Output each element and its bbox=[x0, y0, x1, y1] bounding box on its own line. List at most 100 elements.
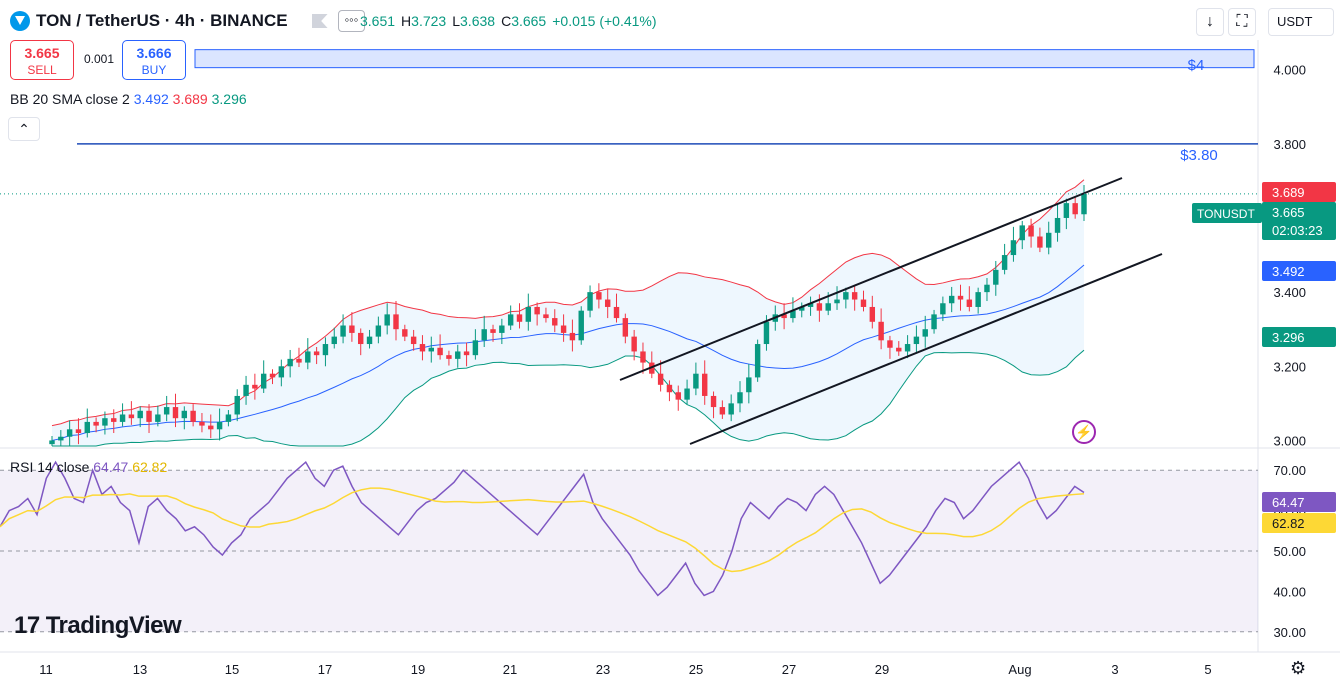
candle bbox=[781, 303, 787, 330]
rsi-ma-tag bbox=[1262, 513, 1336, 533]
rsi-tick-label: 40.00 bbox=[1273, 584, 1306, 599]
candle bbox=[499, 318, 505, 345]
candle bbox=[710, 391, 717, 419]
candle-body bbox=[799, 306, 805, 311]
candle bbox=[340, 314, 346, 344]
candle-body bbox=[252, 384, 258, 389]
symbol-title[interactable]: TON / TetherUS · 4h · BINANCE ◦◦◦ bbox=[10, 10, 366, 32]
buy-button[interactable]: 3.666 BUY bbox=[122, 40, 186, 80]
symbol-name: TON / TetherUS · 4h · BINANCE bbox=[36, 11, 288, 30]
candle-body bbox=[146, 410, 152, 422]
candle-body bbox=[596, 292, 602, 300]
sell-button[interactable]: 3.665 SELL bbox=[10, 40, 74, 80]
candle-body bbox=[975, 292, 981, 307]
candle-body bbox=[58, 436, 64, 441]
candle-body bbox=[190, 410, 196, 422]
candle-body bbox=[1028, 225, 1034, 237]
candle bbox=[119, 403, 126, 427]
currency-select[interactable]: USDT bbox=[1268, 8, 1334, 36]
candle bbox=[516, 303, 523, 329]
candle bbox=[966, 286, 973, 312]
lower-band-tag-text: 3.296 bbox=[1272, 330, 1305, 345]
candle bbox=[851, 285, 858, 311]
candle-body bbox=[613, 306, 620, 319]
candle bbox=[940, 296, 946, 322]
candle-body bbox=[119, 414, 126, 422]
candle bbox=[419, 335, 426, 361]
candle bbox=[49, 435, 55, 446]
candle-body bbox=[181, 410, 188, 419]
fullscreen-icon[interactable]: ⛶ bbox=[1228, 8, 1256, 36]
candle bbox=[111, 409, 117, 434]
candle bbox=[234, 389, 240, 422]
candle-body bbox=[525, 306, 532, 322]
candle bbox=[260, 360, 267, 393]
candle bbox=[904, 335, 911, 359]
candle bbox=[622, 313, 629, 344]
candle-body bbox=[1037, 236, 1043, 248]
candle bbox=[252, 373, 258, 400]
candle bbox=[525, 293, 532, 331]
candle-body bbox=[49, 440, 55, 445]
flag-icon[interactable] bbox=[311, 14, 328, 28]
time-tick-label: 25 bbox=[689, 662, 703, 677]
candle-body bbox=[640, 351, 646, 363]
candle bbox=[137, 406, 143, 428]
flash-icon[interactable]: ⚡ bbox=[1072, 420, 1096, 444]
candle-body bbox=[507, 314, 514, 326]
tv-mark-icon: 17 bbox=[14, 612, 40, 639]
candle-body bbox=[843, 292, 849, 300]
candle bbox=[896, 341, 902, 356]
candle bbox=[596, 283, 602, 309]
rsi-label: RSI 14 close bbox=[10, 459, 90, 475]
tradingview-logo[interactable]: 17 TradingView bbox=[14, 612, 182, 640]
candle-body bbox=[993, 269, 999, 285]
candle-body bbox=[896, 347, 902, 352]
gear-icon[interactable]: ⚙ bbox=[1290, 658, 1307, 678]
candle bbox=[543, 307, 549, 323]
candle bbox=[754, 339, 761, 382]
download-icon[interactable]: ↓ bbox=[1196, 8, 1224, 36]
candle-body bbox=[719, 407, 726, 415]
candle-body bbox=[305, 351, 311, 363]
candle-body bbox=[887, 340, 893, 348]
bb-legend[interactable]: BB 20 SMA close 2 3.492 3.689 3.296 bbox=[10, 91, 247, 107]
candle bbox=[428, 336, 434, 363]
buy-label: BUY bbox=[141, 63, 167, 77]
change-value: +0.015 (+0.41%) bbox=[552, 13, 657, 29]
candle-body bbox=[111, 418, 117, 422]
candle-body bbox=[375, 325, 382, 337]
candle bbox=[843, 287, 849, 309]
candle-body bbox=[278, 366, 285, 378]
candle-body bbox=[102, 418, 108, 426]
candle bbox=[410, 329, 417, 351]
candle-body bbox=[825, 303, 831, 311]
candle-body bbox=[622, 318, 629, 337]
candle bbox=[1037, 227, 1043, 253]
candle-body bbox=[728, 403, 734, 415]
candle-body bbox=[851, 292, 858, 300]
candle bbox=[666, 380, 673, 402]
candle-body bbox=[675, 392, 681, 400]
candle-body bbox=[490, 329, 496, 333]
rsi-legend[interactable]: RSI 14 close 64.47 62.82 bbox=[10, 459, 167, 475]
candle bbox=[313, 347, 320, 365]
candle bbox=[155, 405, 161, 427]
candle bbox=[684, 379, 690, 405]
level-label: $3.80 bbox=[1180, 147, 1218, 164]
candle-body bbox=[657, 373, 664, 385]
candle-body bbox=[155, 414, 161, 422]
collapse-legend-button[interactable]: ⌃ bbox=[8, 117, 40, 141]
candle bbox=[878, 308, 884, 350]
more-options-button[interactable]: ◦◦◦ bbox=[337, 10, 366, 32]
candle-body bbox=[543, 314, 549, 319]
candle bbox=[146, 404, 152, 434]
candle bbox=[84, 408, 90, 438]
candle-body bbox=[366, 336, 373, 345]
candle bbox=[278, 359, 285, 387]
candle bbox=[613, 293, 620, 323]
candle-body bbox=[1019, 225, 1025, 241]
candle bbox=[1054, 204, 1061, 242]
candle bbox=[190, 404, 196, 427]
